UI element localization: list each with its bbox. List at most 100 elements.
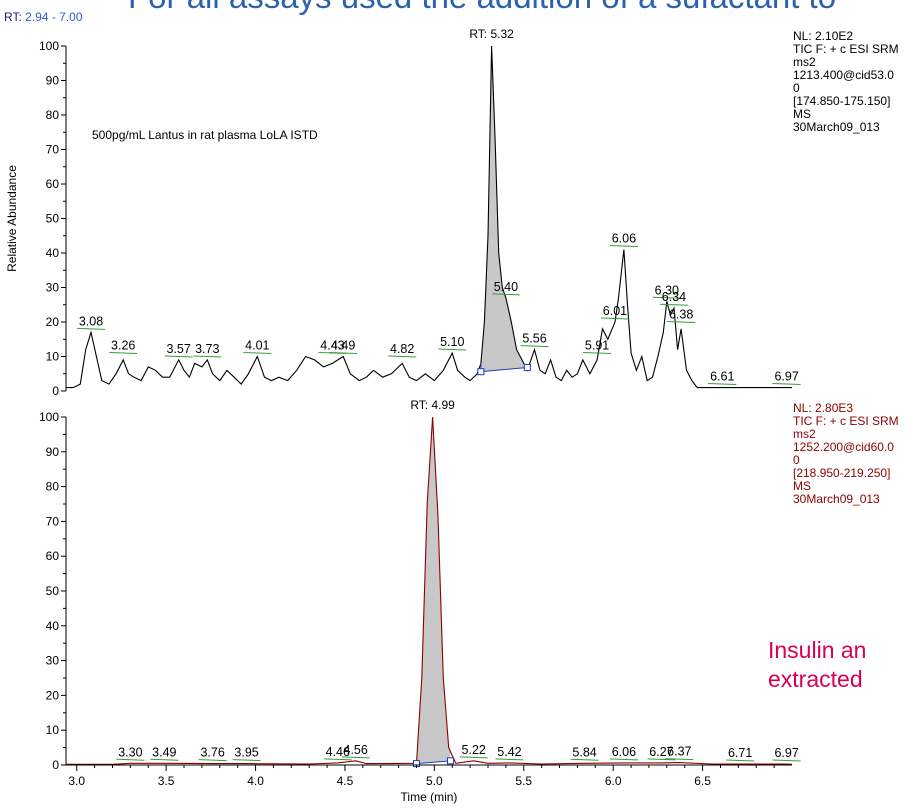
y-tick-label: 0 (52, 384, 59, 398)
rt-range-value: 2.94 - 7.00 (25, 10, 83, 24)
peak-label-tick (164, 355, 193, 358)
info-line: 30March09_013 (793, 492, 880, 506)
y-tick-label: 30 (46, 281, 60, 295)
x-tick-label: 6.0 (605, 774, 622, 788)
y-tick-label: 60 (46, 177, 60, 191)
peak-label-tick (647, 758, 676, 761)
x-tick-label: 6.5 (694, 774, 711, 788)
main-peak-label: RT: 4.99 (410, 398, 455, 412)
peak-label: 3.73 (195, 342, 219, 356)
peak-label-tick (772, 759, 801, 762)
peak-label: 6.30 (655, 283, 679, 297)
top-trace-info: NL: 2.10E2 TIC F: + c ESI SRM ms2 1213.4… (793, 30, 899, 134)
peak-label-tick (438, 348, 467, 351)
peak-label-tick (609, 245, 638, 248)
peak-label: 5.40 (494, 280, 518, 294)
peak-label-tick (341, 756, 370, 759)
info-line: 0 (793, 453, 800, 467)
y-tick-label: 70 (46, 514, 60, 528)
x-tick-label: 4.5 (337, 774, 354, 788)
y-tick-label: 10 (46, 350, 60, 364)
peak-label-tick (329, 352, 358, 354)
peak-area-fill (480, 46, 528, 372)
peak-label-tick (495, 758, 524, 761)
integration-baseline (480, 367, 528, 373)
trace-annotation: 500pg/mL Lantus in rat plasma LoLA ISTD (92, 128, 318, 142)
y-tick-label: 90 (46, 445, 60, 459)
peak-label-tick (609, 758, 638, 761)
y-tick-label: 20 (46, 688, 60, 702)
info-line: ms2 (793, 55, 816, 69)
peak-label: 5.22 (462, 743, 486, 757)
peak-area-fill (416, 417, 451, 764)
peak-label-tick (667, 320, 696, 323)
peak-label: 6.27 (649, 745, 673, 759)
peak-label-tick (665, 758, 694, 761)
y-tick-label: 30 (46, 654, 60, 668)
peak-label-tick (520, 345, 549, 348)
peak-label: 6.06 (612, 745, 636, 759)
info-line: 30March09_013 (793, 120, 880, 134)
peak-label: 3.30 (118, 745, 142, 759)
peak-label-tick (198, 759, 227, 762)
y-tick-label: 90 (46, 74, 60, 88)
peak-label: 6.37 (667, 745, 691, 759)
y-tick-label: 80 (46, 480, 60, 494)
callout-text: Insulin an extracted (768, 636, 866, 694)
peak-label: 6.61 (710, 370, 734, 384)
y-tick-label: 100 (39, 39, 59, 53)
peak-label: 5.56 (522, 332, 546, 346)
y-axis-label: Relative Abundance (5, 165, 19, 272)
peak-label-tick (323, 758, 352, 761)
integration-marker (523, 364, 531, 372)
info-line: 0 (793, 81, 800, 95)
peak-label: 6.01 (603, 304, 627, 318)
peak-label: 6.06 (612, 232, 636, 246)
peak-label-tick (570, 758, 599, 761)
y-tick-label: 70 (46, 143, 60, 157)
info-line: ms2 (793, 427, 816, 441)
peak-label: 6.97 (774, 746, 798, 760)
info-line: 1252.200@cid60.0 (793, 440, 894, 454)
peak-label: 3.95 (234, 746, 258, 760)
peak-label-tick (583, 352, 612, 354)
peak-label: 4.46 (326, 745, 350, 759)
integration-marker (446, 757, 454, 765)
x-tick-label: 3.0 (68, 774, 85, 788)
info-line: [174.850-175.150] (793, 94, 891, 108)
peak-label-tick (109, 352, 138, 354)
main-peak-label: RT: 5.32 (469, 27, 514, 41)
peak-label-tick (150, 758, 179, 761)
peak-label: 5.91 (585, 339, 609, 353)
bottom-trace-info: NL: 2.80E3 TIC F: + c ESI SRM ms2 1252.2… (793, 402, 899, 506)
peak-label-tick (77, 327, 106, 330)
y-tick-label: 0 (52, 758, 59, 772)
info-line: NL: 2.10E2 (793, 29, 854, 43)
peak-label: 4.56 (344, 743, 368, 757)
peak-label-tick (116, 758, 145, 761)
y-tick-label: 50 (46, 212, 60, 226)
info-line: 1213.400@cid53.0 (793, 68, 894, 82)
peak-label-tick (243, 352, 272, 354)
callout-line: extracted (768, 666, 863, 692)
rt-range-label: RT: (4, 10, 22, 24)
y-tick-label: 40 (46, 619, 60, 633)
info-line: MS (793, 107, 811, 121)
peak-label: 4.49 (331, 339, 355, 353)
y-tick-label: 20 (46, 315, 60, 329)
peak-label: 4.43 (320, 339, 344, 353)
peak-label-tick (708, 383, 737, 386)
x-tick-label: 3.5 (158, 774, 175, 788)
info-line: TIC F: + c ESI SRM (793, 414, 899, 428)
peak-label: 4.01 (245, 339, 269, 353)
peak-label-tick (652, 296, 681, 299)
y-tick-label: 60 (46, 549, 60, 563)
peak-label: 6.97 (774, 370, 798, 384)
y-tick-label: 40 (46, 246, 60, 260)
callout-line: Insulin an (768, 637, 867, 663)
info-line: NL: 2.80E3 (793, 401, 854, 415)
peak-label-tick (193, 355, 222, 358)
peak-label: 6.38 (669, 307, 693, 321)
peak-label: 3.49 (152, 745, 176, 759)
